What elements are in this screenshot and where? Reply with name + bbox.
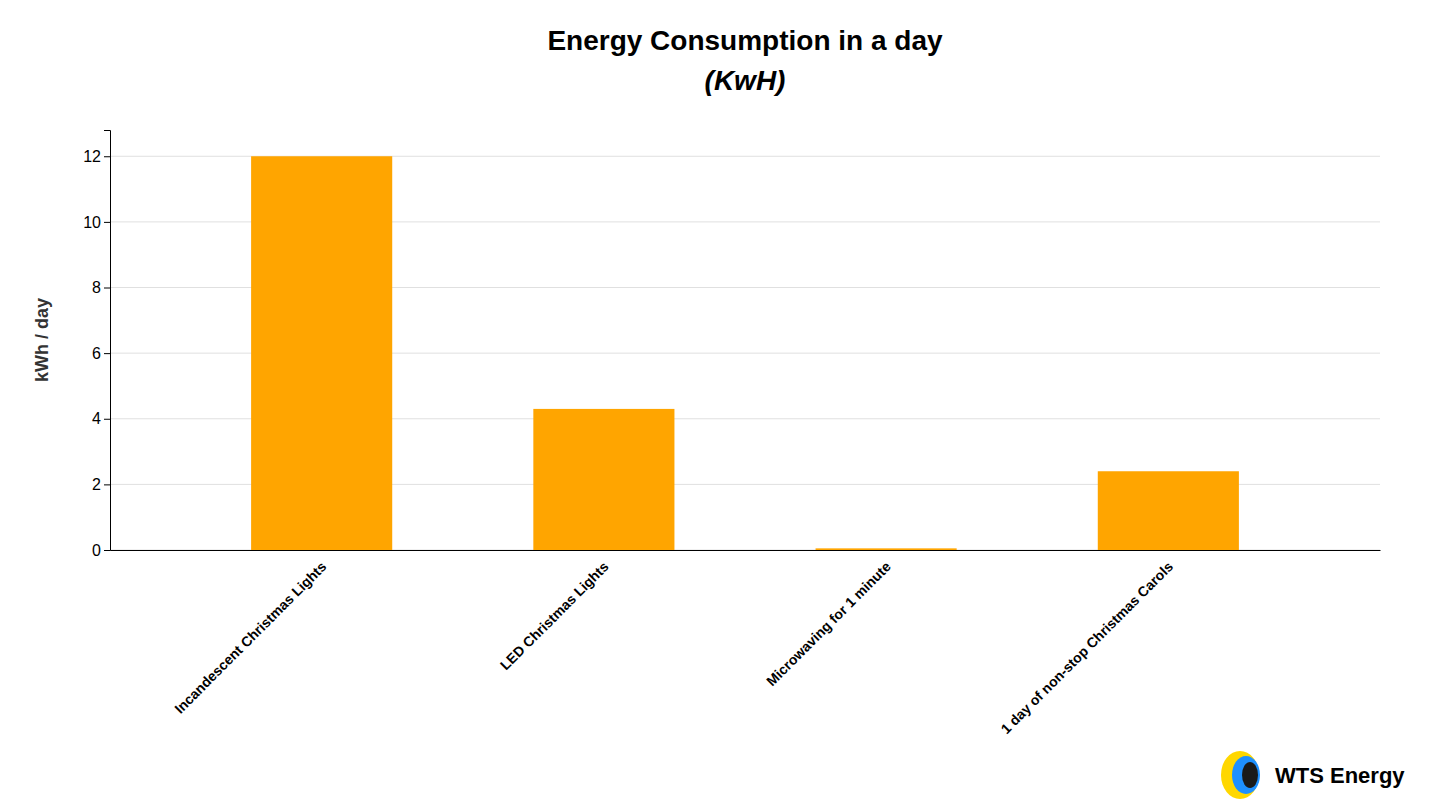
y-axis-title: kWh / day xyxy=(32,298,52,382)
y-tick: 4 xyxy=(92,410,110,427)
x-tick: Microwaving for 1 minute xyxy=(763,558,894,689)
y-tick-label: 10 xyxy=(83,213,101,230)
y-tick: 2 xyxy=(92,476,110,493)
y-tick: 12 xyxy=(83,148,110,165)
x-axis: Incandescent Christmas Lights LED Christm… xyxy=(111,551,1381,737)
y-tick-mark xyxy=(104,484,110,485)
y-tick-mark xyxy=(104,550,110,551)
y-tick-mark xyxy=(104,419,110,420)
x-tick-label: Incandescent Christmas Lights xyxy=(171,558,329,716)
chart: 0 2 4 6 8 10 12 Incandescent Christmas Lights LE… xyxy=(0,0,1440,810)
x-tick-label: LED Christmas Lights xyxy=(497,558,612,673)
y-tick-mark xyxy=(104,288,110,289)
y-tick: 8 xyxy=(92,279,110,296)
x-tick: 1 day of non-stop Christmas Carols xyxy=(998,558,1177,737)
bar xyxy=(1098,471,1239,550)
annotation: WTS Energy xyxy=(1275,763,1405,788)
logo-shape xyxy=(1232,756,1260,794)
bar xyxy=(251,156,392,550)
y-tick: 0 xyxy=(92,542,110,559)
y-axis: 0 2 4 6 8 10 12 xyxy=(83,131,110,559)
logo xyxy=(1221,751,1260,799)
x-tick-label: 1 day of non-stop Christmas Carols xyxy=(998,558,1177,737)
y-axis-line xyxy=(104,131,111,551)
y-tick: 6 xyxy=(92,345,110,362)
logo-shape xyxy=(1221,751,1259,799)
y-tick-label: 8 xyxy=(92,279,101,296)
bars xyxy=(251,156,1239,550)
x-axis-line xyxy=(111,550,1381,551)
x-tick-label: Microwaving for 1 minute xyxy=(763,558,894,689)
y-tick-mark xyxy=(104,222,110,223)
subtitle: (KwH) xyxy=(705,65,786,96)
y-tick-label: 12 xyxy=(83,148,101,165)
bar xyxy=(533,409,674,550)
x-tick: Incandescent Christmas Lights xyxy=(171,558,329,716)
title: Energy Consumption in a day xyxy=(547,25,943,56)
y-tick-label: 2 xyxy=(92,476,101,493)
y-tick-mark xyxy=(104,353,110,354)
y-tick-label: 0 xyxy=(92,542,101,559)
x-tick: LED Christmas Lights xyxy=(497,558,612,673)
y-tick-mark xyxy=(104,156,110,157)
bar xyxy=(816,548,957,550)
y-tick: 10 xyxy=(83,213,110,230)
y-tick-label: 6 xyxy=(92,345,101,362)
logo-shape xyxy=(1242,762,1258,788)
y-tick-label: 4 xyxy=(92,410,101,427)
grid xyxy=(110,156,1380,550)
